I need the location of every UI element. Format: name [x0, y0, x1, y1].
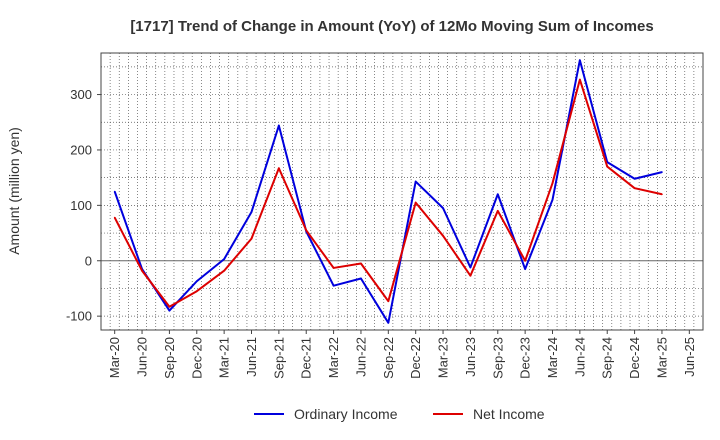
- y-tick-labels: -100 0 100 200 300: [66, 87, 101, 324]
- data-point: [278, 124, 280, 127]
- x-tick-label: Jun-25: [682, 337, 697, 377]
- data-point: [551, 199, 554, 201]
- data-point: [168, 309, 171, 312]
- legend-label: Ordinary Income: [294, 406, 398, 422]
- legend-label: Net Income: [473, 406, 545, 422]
- data-point: [414, 180, 417, 183]
- x-tick-label: Dec-24: [627, 337, 642, 379]
- y-tick-label: -100: [66, 309, 92, 324]
- x-tick-label: Jun-22: [353, 337, 368, 377]
- x-tick-label: Dec-22: [408, 337, 423, 379]
- x-tick-label: Dec-23: [518, 337, 533, 379]
- x-tick-label: Sep-24: [600, 337, 615, 379]
- data-point: [496, 210, 499, 212]
- data-point: [278, 167, 280, 170]
- x-tick-label: Sep-20: [162, 337, 177, 379]
- data-point: [661, 193, 663, 196]
- data-point: [579, 78, 581, 81]
- data-point: [250, 237, 253, 240]
- data-point: [524, 268, 526, 270]
- x-tick-label: Mar-23: [436, 337, 451, 378]
- y-tick-label: 200: [70, 142, 92, 157]
- series-lines: [113, 59, 663, 324]
- x-tick-label: Jun-23: [463, 337, 478, 377]
- data-point: [250, 211, 253, 213]
- net-income-line: [113, 78, 663, 308]
- data-point: [141, 269, 143, 272]
- x-tick-label: Mar-25: [654, 337, 669, 378]
- y-tick-label: 300: [70, 87, 92, 102]
- x-tick-label: Sep-21: [271, 337, 286, 379]
- data-point: [223, 269, 225, 272]
- data-point: [305, 229, 308, 232]
- y-tick-label: 0: [85, 253, 92, 268]
- data-point: [360, 262, 362, 265]
- data-point: [469, 274, 472, 277]
- data-point: [332, 267, 335, 269]
- data-point: [633, 187, 636, 189]
- x-tick-label: Mar-20: [107, 337, 122, 378]
- data-point: [168, 305, 171, 308]
- data-point: [551, 182, 554, 184]
- data-point: [332, 284, 335, 287]
- plot-border: [100, 52, 704, 331]
- x-tick-label: Sep-22: [381, 337, 396, 379]
- x-tick-label: Mar-24: [545, 337, 560, 378]
- data-point: [195, 280, 198, 283]
- grid-lines: [101, 53, 703, 330]
- x-tick-label: Mar-21: [217, 337, 232, 378]
- y-axis-label: Amount (million yen): [6, 127, 22, 255]
- x-tick-label: Dec-20: [189, 337, 204, 379]
- x-tick-label: Sep-23: [490, 337, 505, 379]
- data-point: [661, 171, 663, 173]
- x-tick-label: Jun-24: [572, 337, 587, 377]
- data-point: [223, 258, 225, 260]
- x-tick-label: Jun-20: [135, 337, 150, 377]
- data-point: [113, 216, 116, 219]
- chart-title: [1717] Trend of Change in Amount (YoY) o…: [130, 18, 653, 35]
- data-point: [387, 300, 390, 302]
- data-point: [579, 59, 581, 62]
- x-tick-label: Mar-22: [326, 337, 341, 378]
- data-point: [195, 290, 198, 293]
- data-point: [442, 235, 444, 237]
- data-point: [606, 165, 609, 168]
- x-tick-labels: Mar-20 Jun-20 Sep-20 Dec-20 Mar-21 Jun-21 Sep-…: [107, 330, 697, 379]
- data-point: [113, 190, 116, 193]
- legend: Ordinary Income Net Income: [254, 406, 545, 422]
- data-point: [496, 193, 499, 196]
- data-point: [414, 201, 417, 204]
- data-point: [360, 277, 362, 280]
- y-tick-label: 100: [70, 198, 92, 213]
- data-point: [469, 266, 472, 269]
- data-point: [524, 259, 526, 262]
- plot-frame: [100, 52, 704, 331]
- ordinary-income-line: [113, 59, 663, 324]
- data-point: [387, 321, 390, 324]
- x-tick-label: Jun-21: [244, 337, 259, 377]
- x-tick-label: Dec-21: [299, 337, 314, 379]
- data-point: [633, 177, 636, 180]
- data-point: [442, 207, 444, 209]
